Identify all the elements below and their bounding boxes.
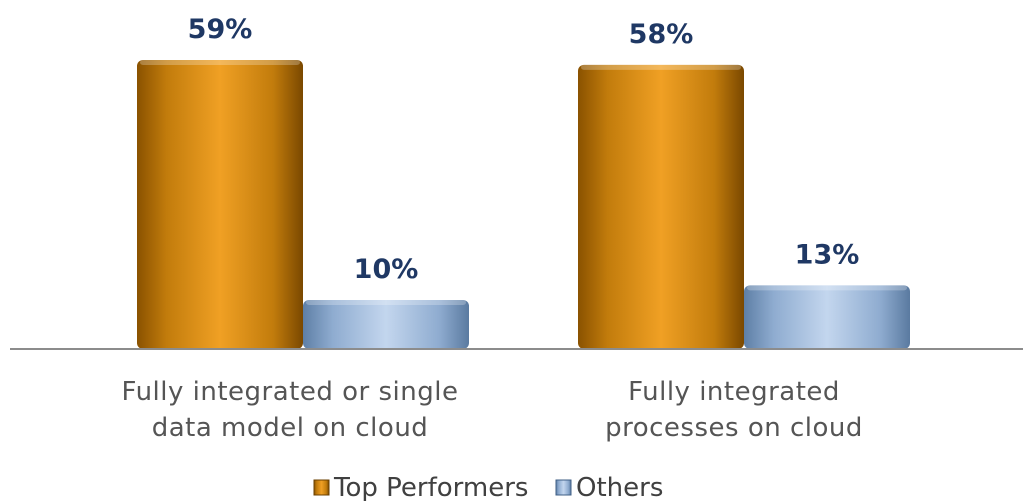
- data-label-others-1: 10%: [354, 254, 419, 285]
- data-label-top-performers-2: 58%: [629, 19, 694, 50]
- category-label-1-line-1: Fully integrated or single: [122, 377, 459, 407]
- legend-swatch-top-performers: [313, 479, 330, 496]
- category-label-2-line-1: Fully integrated: [628, 377, 840, 407]
- legend-swatch-others: [555, 479, 572, 496]
- bar-top-performers-2: [578, 64, 744, 349]
- legend-label-others: Others: [576, 473, 663, 501]
- legend-label-top-performers: Top Performers: [333, 473, 528, 501]
- bar-top-performers-1: [137, 60, 303, 349]
- data-label-top-performers-1: 59%: [188, 14, 253, 45]
- category-label-2-line-2: processes on cloud: [605, 413, 863, 443]
- bar-others-1: [303, 300, 469, 349]
- legend: Top Performers Others: [313, 473, 663, 501]
- data-label-others-2: 13%: [795, 239, 860, 270]
- bar-others-2: [744, 285, 910, 349]
- category-label-1-line-2: data model on cloud: [152, 413, 429, 443]
